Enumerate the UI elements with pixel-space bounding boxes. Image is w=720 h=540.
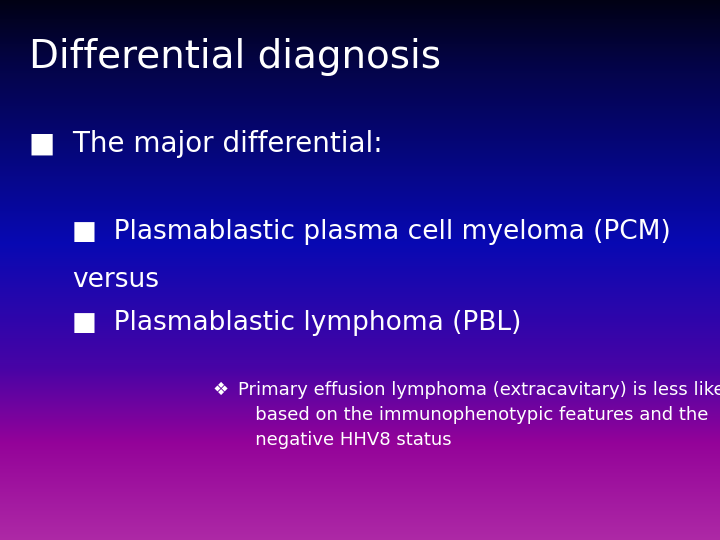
Text: Primary effusion lymphoma (extracavitary) is less likely
   based on the immunop: Primary effusion lymphoma (extracavitary… (238, 381, 720, 449)
Text: versus: versus (72, 267, 159, 293)
Text: ■  Plasmablastic plasma cell myeloma (PCM): ■ Plasmablastic plasma cell myeloma (PCM… (72, 219, 671, 245)
Text: ❖: ❖ (212, 381, 228, 399)
Text: Differential diagnosis: Differential diagnosis (29, 38, 441, 76)
Text: ■  Plasmablastic lymphoma (PBL): ■ Plasmablastic lymphoma (PBL) (72, 310, 521, 336)
Text: ■  The major differential:: ■ The major differential: (29, 130, 382, 158)
